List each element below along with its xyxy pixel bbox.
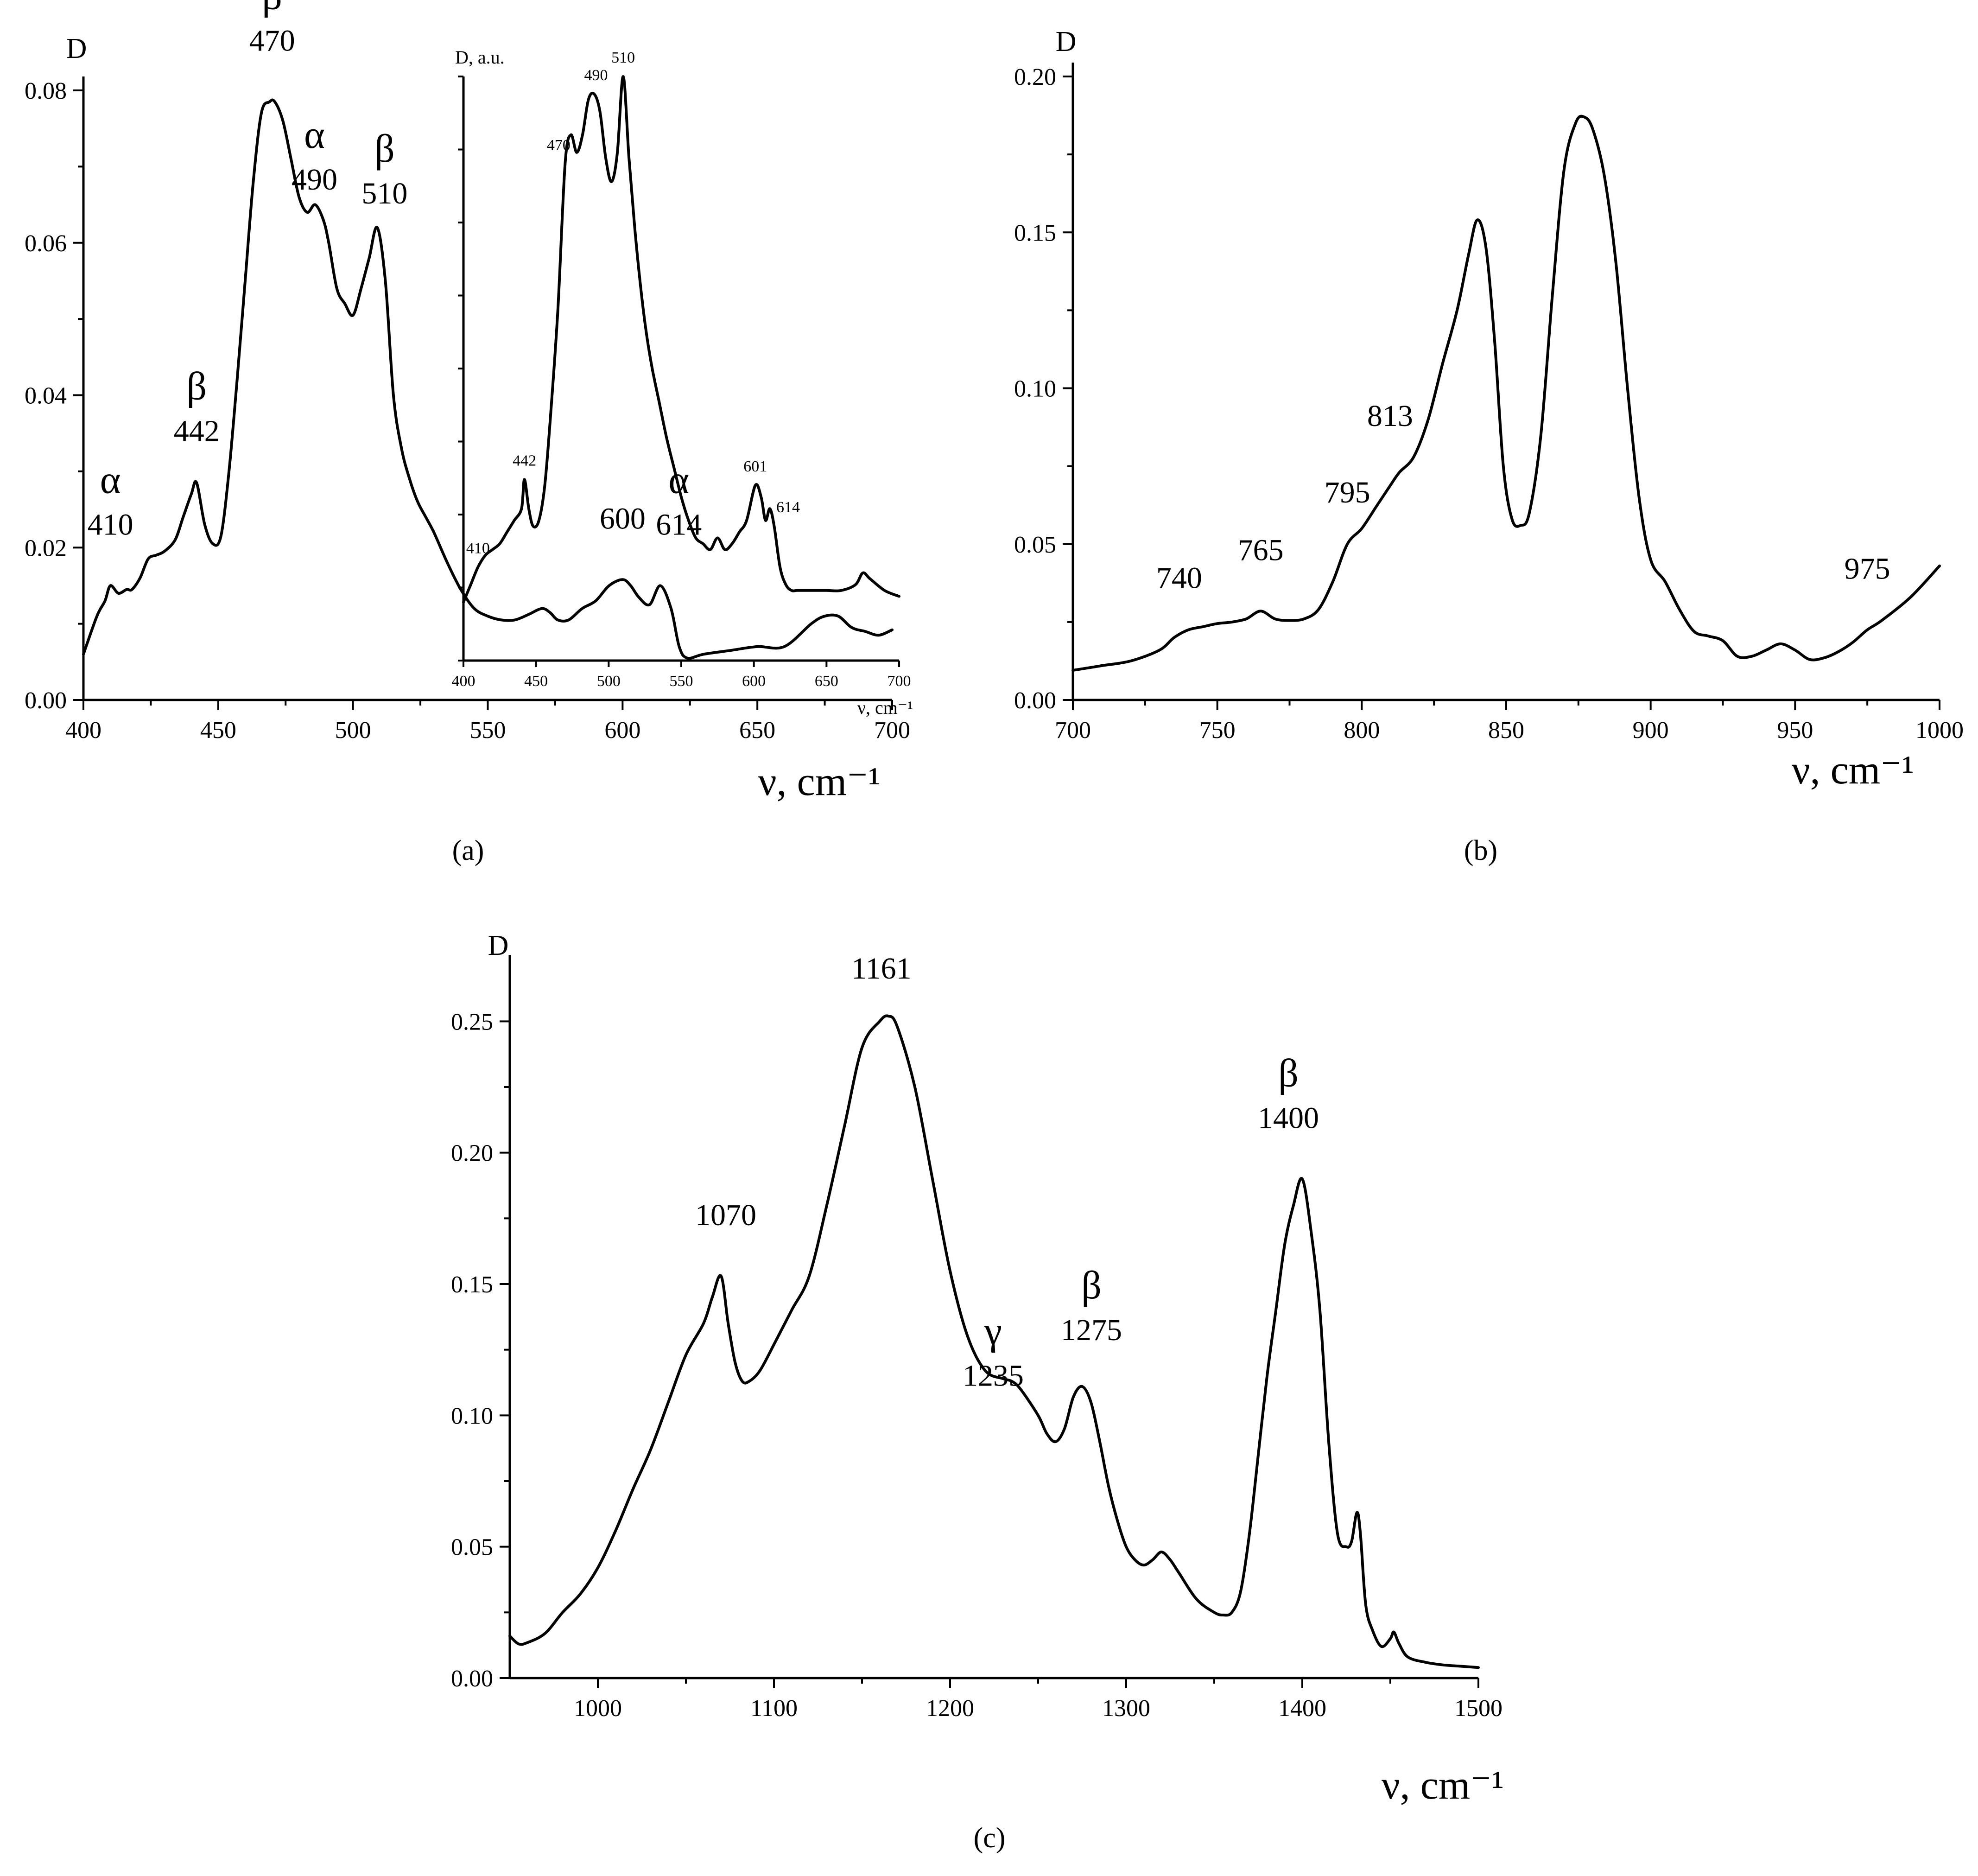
- inset-y-axis-title: D, a.u.: [455, 47, 505, 68]
- peak-greek-label: β: [1278, 1050, 1299, 1095]
- panel-a-chart: 400 450 500 550 600 650 700 0.00 0.02 0.04 0.06 0.0…: [25, 0, 913, 866]
- inset-peak-label: 510: [611, 49, 635, 66]
- peak-greek-label: β: [262, 0, 282, 18]
- peak-greek-label: β: [374, 126, 395, 171]
- y-tick-label: 0.00: [25, 687, 67, 714]
- peak-label: 795: [1325, 476, 1370, 509]
- inset-peak-label: 490: [584, 67, 608, 84]
- peak-label: 470: [249, 24, 295, 58]
- x-tick-label: 1500: [1454, 1695, 1503, 1722]
- inset-x-tick-label: 600: [742, 673, 766, 690]
- panel-b-chart: 700 750 800 850 900 950 1000 0.00 0.05 0.10 0.15 0.…: [1014, 26, 1964, 866]
- x-tick-label: 900: [1633, 717, 1669, 744]
- y-tick-label: 0.15: [451, 1272, 493, 1298]
- x-tick-label: 400: [65, 717, 101, 744]
- x-axis-title: ν, cm⁻¹: [1792, 748, 1914, 793]
- x-tick-label: 800: [1344, 717, 1380, 744]
- x-tick-label: 650: [739, 717, 775, 744]
- inset-peak-label: 470: [547, 137, 571, 154]
- inset-peak-label: 601: [743, 458, 767, 475]
- y-tick-label: 0.06: [25, 230, 67, 257]
- x-tick-label: 1200: [926, 1695, 974, 1722]
- x-tick-label: 1000: [1915, 717, 1964, 744]
- inset-x-tick-label: 450: [524, 673, 548, 690]
- inset-spectrum-line: [462, 75, 900, 604]
- peak-label: 740: [1156, 561, 1202, 595]
- x-tick-label: 750: [1199, 717, 1236, 744]
- peak-greek-label: β: [186, 364, 207, 408]
- peak-label: 813: [1367, 399, 1413, 433]
- x-tick-label: 500: [335, 717, 371, 744]
- x-axis-title: ν, cm⁻¹: [1382, 1763, 1504, 1808]
- y-tick-label: 0.00: [451, 1666, 493, 1692]
- y-axis-title: D: [66, 33, 87, 64]
- peak-label: 1161: [851, 952, 912, 986]
- panel-label: (c): [974, 1822, 1006, 1854]
- x-tick-label: 600: [604, 717, 640, 744]
- x-tick-label: 700: [874, 717, 910, 744]
- peak-label: 1235: [963, 1359, 1024, 1393]
- inset-x-tick-label: 400: [452, 673, 475, 690]
- inset-peak-label: 442: [513, 452, 536, 469]
- peak-label: 1070: [695, 1198, 756, 1232]
- y-tick-label: 0.04: [25, 383, 67, 409]
- inset-x-tick-label: 700: [888, 673, 911, 690]
- x-tick-label: 1300: [1102, 1695, 1150, 1722]
- y-tick-label: 0.10: [451, 1403, 493, 1429]
- peak-greek-label: α: [100, 457, 121, 502]
- y-tick-label: 0.10: [1014, 376, 1056, 402]
- inset-x-tick-label: 650: [815, 673, 838, 690]
- x-tick-label: 1100: [750, 1695, 798, 1722]
- x-tick-label: 850: [1488, 717, 1524, 744]
- y-axis-title: D: [488, 930, 509, 961]
- y-tick-label: 0.15: [1014, 220, 1056, 246]
- inset-peak-label: 410: [466, 540, 490, 557]
- y-tick-label: 0.08: [25, 78, 67, 104]
- peak-label: 510: [361, 177, 407, 210]
- peak-label: 1275: [1061, 1313, 1122, 1347]
- inset-peak-label: 614: [776, 499, 800, 516]
- peak-label: 600: [600, 502, 646, 535]
- x-tick-label: 1400: [1278, 1695, 1326, 1722]
- peak-greek-label: α: [668, 457, 689, 502]
- inset-x-tick-label: 550: [670, 673, 693, 690]
- peak-greek-label: β: [1081, 1263, 1102, 1307]
- inset-x-axis-title: ν, cm⁻¹: [857, 697, 913, 718]
- x-tick-label: 450: [200, 717, 236, 744]
- x-tick-label: 700: [1055, 717, 1091, 744]
- y-tick-label: 0.20: [451, 1140, 493, 1167]
- y-tick-label: 0.05: [1014, 532, 1056, 558]
- peak-label: 975: [1845, 552, 1890, 586]
- peak-greek-label: γ: [984, 1309, 1002, 1353]
- peak-label: 765: [1238, 533, 1284, 567]
- spectrum-line: [1071, 114, 1941, 672]
- y-tick-label: 0.20: [1014, 64, 1056, 90]
- y-tick-label: 0.25: [451, 1009, 493, 1035]
- y-tick-label: 0.05: [451, 1534, 493, 1561]
- panel-c-chart: 1000 1100 1200 1300 1400 1500 0.00 0.05 0.10 0.15…: [451, 930, 1504, 1854]
- peak-label: 1400: [1258, 1101, 1319, 1135]
- y-tick-label: 0.00: [1014, 687, 1056, 714]
- peak-greek-label: α: [304, 112, 325, 157]
- peak-label: 442: [174, 414, 220, 448]
- x-tick-label: 550: [470, 717, 506, 744]
- x-axis-title: ν, cm⁻¹: [758, 759, 881, 804]
- y-axis-title: D: [1056, 26, 1077, 57]
- panel-label: (a): [452, 835, 484, 866]
- x-tick-label: 950: [1777, 717, 1813, 744]
- peak-label: 490: [292, 163, 337, 197]
- inset-x-tick-label: 500: [597, 673, 621, 690]
- y-tick-label: 0.02: [25, 535, 67, 561]
- x-tick-label: 1000: [574, 1695, 622, 1722]
- spectrum-line: [82, 98, 894, 660]
- peak-label: 410: [88, 508, 133, 541]
- panel-label: (b): [1464, 835, 1497, 866]
- spectrum-line: [508, 1014, 1480, 1669]
